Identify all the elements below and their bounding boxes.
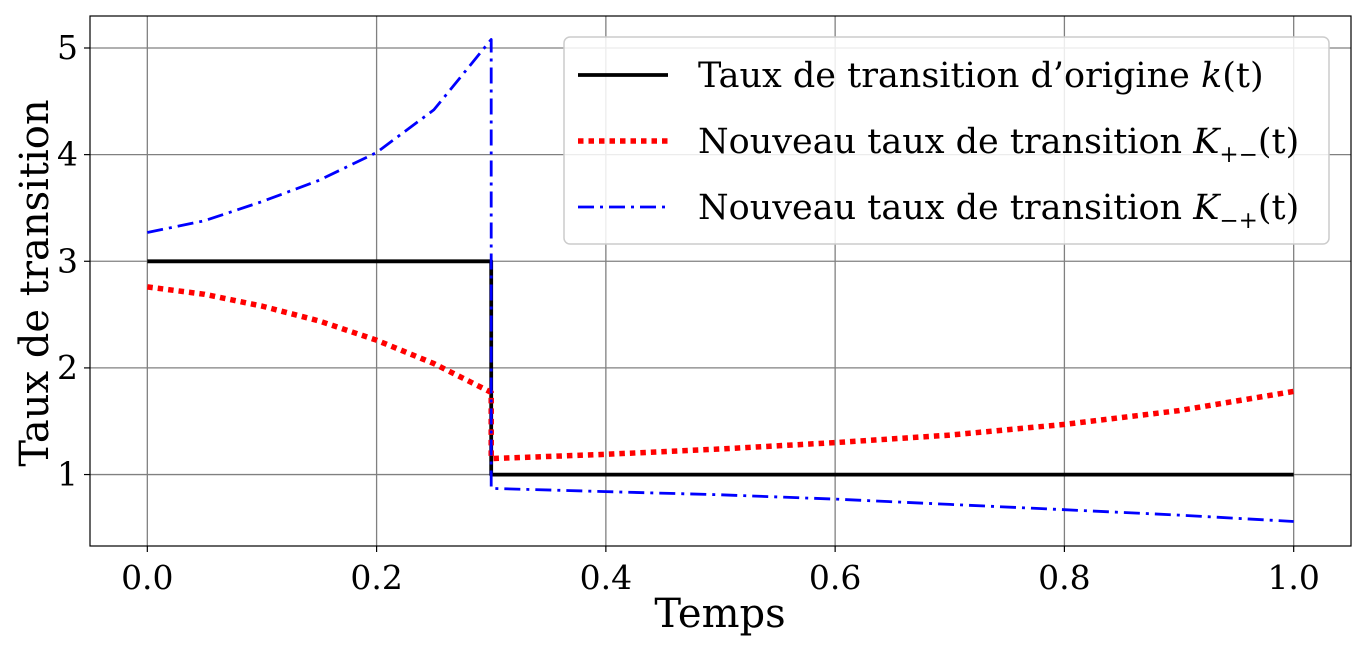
y-axis: 1 2 3 4 5 (57, 28, 90, 494)
series-line-1 (147, 259, 1294, 477)
series-line-3 (147, 38, 1294, 523)
x-tick-label: 0.2 (350, 558, 402, 597)
y-tick-label: 4 (57, 135, 78, 174)
legend-box (563, 36, 1330, 245)
y-tick-label: 1 (57, 455, 78, 494)
x-tick-label: 1.0 (1267, 558, 1319, 597)
x-tick-label: 0.4 (580, 558, 632, 597)
x-tick-label: 0.8 (1038, 558, 1090, 597)
x-tick-label: 0.6 (809, 558, 861, 597)
y-tick-label: 2 (57, 348, 78, 387)
y-tick-label: 5 (57, 28, 78, 67)
plot-frame (89, 15, 1352, 547)
y-tick-label: 3 (57, 241, 78, 280)
x-axis: 0.0 0.2 0.4 0.6 0.8 1.0 (121, 546, 1320, 597)
y-axis-title: Taux de transition (12, 99, 58, 466)
legend-label-3: Nouveau taux de transition K−+(t) (698, 188, 1299, 234)
series-line-2 (146, 284, 1295, 462)
series-layer (146, 38, 1295, 523)
x-axis-title: Temps (654, 591, 785, 637)
legend: Taux de transition d’origine k(t) Nouveau… (563, 36, 1330, 245)
x-tick-label: 0.0 (121, 558, 173, 597)
legend-label-1: Taux de transition d’origine k(t) (698, 56, 1264, 96)
legend-label-2: Nouveau taux de transition K+−(t) (698, 122, 1299, 168)
